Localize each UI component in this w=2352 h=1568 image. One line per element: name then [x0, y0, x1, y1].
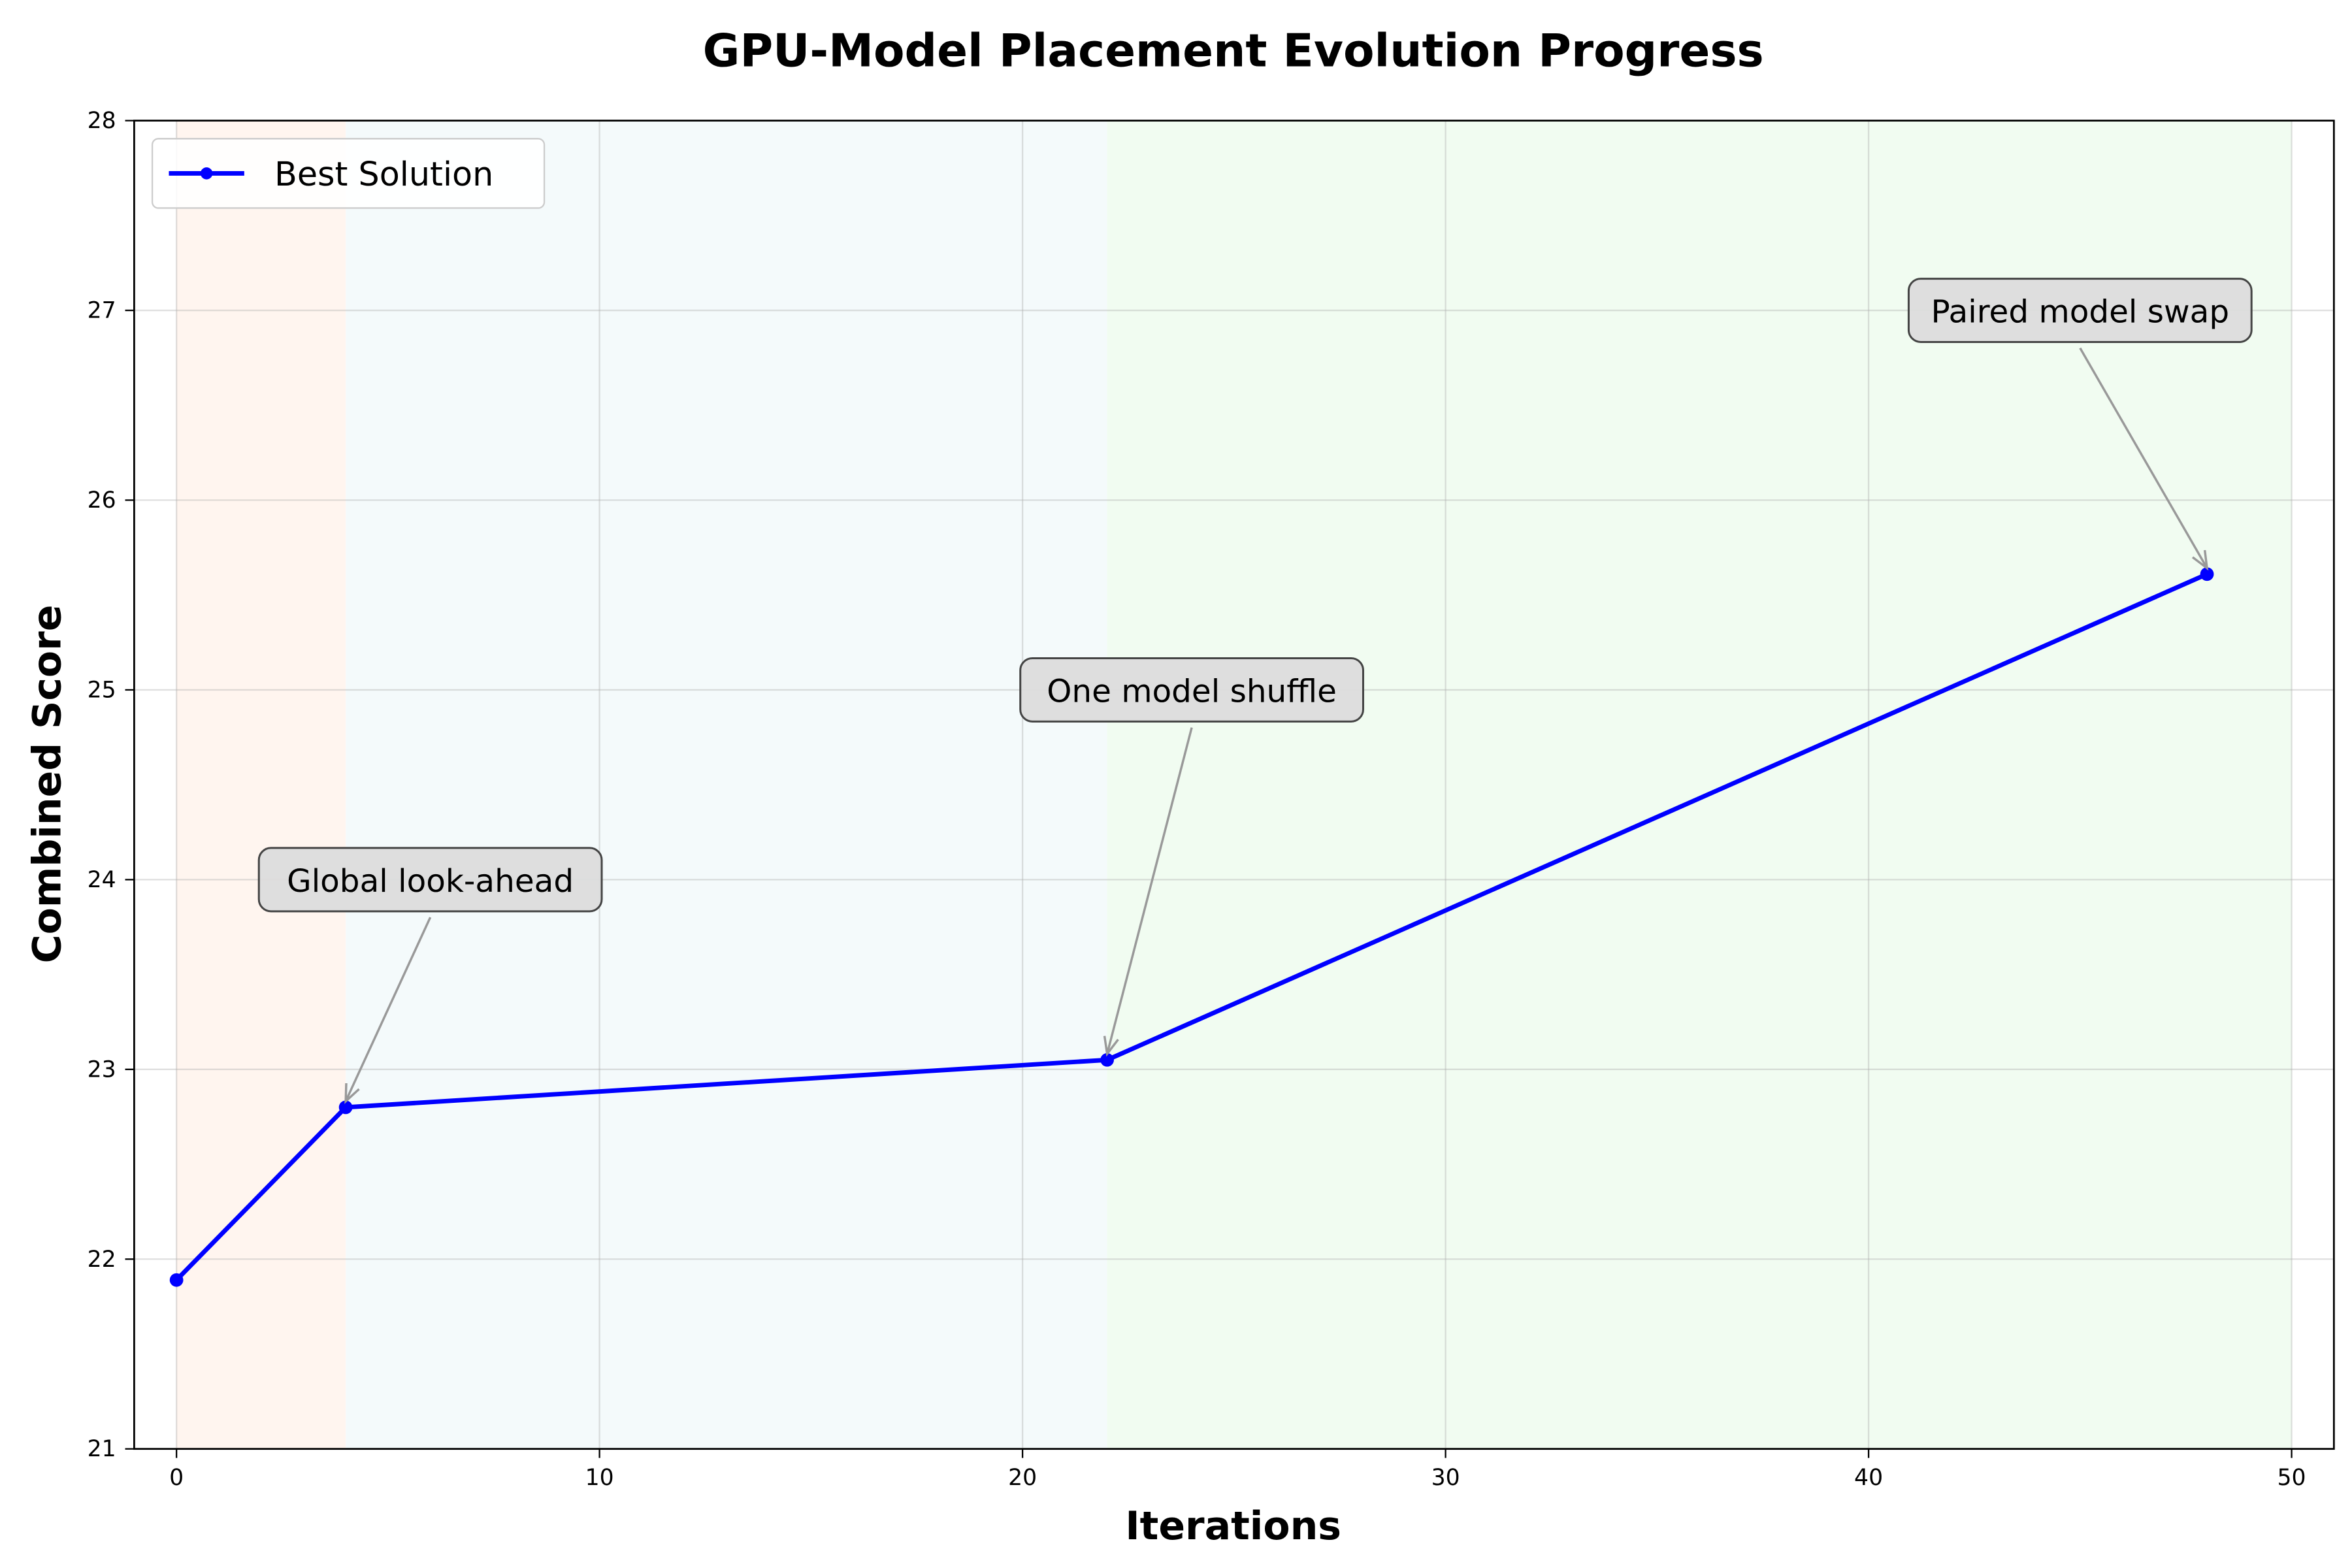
legend-box	[151, 138, 546, 209]
annotation-label: Global look-ahead	[287, 863, 574, 900]
annotation-box	[1019, 657, 1364, 723]
y-tick-label: 28	[88, 108, 116, 134]
data-point	[169, 1273, 184, 1287]
annotation: Global look-ahead	[257, 847, 603, 1104]
annotation-box	[1907, 278, 2253, 344]
annotation-arrow	[344, 917, 432, 1102]
series-line	[174, 572, 2208, 1282]
y-tick-label: 25	[88, 677, 116, 703]
x-axis-label: Iterations	[1125, 1503, 1341, 1549]
y-tick-label: 21	[88, 1436, 116, 1462]
annotation-label: Paired model swap	[1931, 294, 2230, 331]
shaded-region	[346, 120, 1107, 1449]
data-point	[1100, 1053, 1114, 1067]
annotation-arrow	[2079, 347, 2208, 569]
y-axis-label: Combined Score	[24, 605, 70, 964]
y-tick-label: 22	[88, 1247, 116, 1273]
shaded-regions	[176, 120, 2292, 1449]
x-tick-label: 10	[585, 1465, 614, 1491]
arrowhead-icon	[1103, 1036, 1119, 1057]
y-tick-label: 27	[88, 298, 116, 324]
legend: Best Solution	[151, 138, 546, 209]
y-tick-label: 26	[88, 487, 116, 514]
x-tick-label: 30	[1431, 1465, 1460, 1491]
annotation: One model shuffle	[1019, 657, 1364, 1057]
shaded-region	[176, 120, 346, 1449]
y-tick-label: 24	[88, 867, 116, 893]
annotation-label: One model shuffle	[1047, 673, 1337, 710]
x-tick-label: 40	[1854, 1465, 1883, 1491]
annotation-arrow	[1105, 727, 1193, 1054]
legend-marker	[200, 167, 213, 180]
y-tick-label: 23	[88, 1056, 116, 1083]
x-tick-label: 20	[1008, 1465, 1037, 1491]
annotation: Paired model swap	[1907, 278, 2253, 571]
annotations: Global look-ahead One model shuffle Paired…	[257, 278, 2253, 1104]
annotation-box	[257, 847, 603, 913]
arrowhead-icon	[2191, 549, 2209, 571]
x-tick-label: 50	[2278, 1465, 2306, 1491]
plot-frame	[133, 120, 2335, 1450]
x-tick-label: 0	[169, 1465, 184, 1491]
data-point	[2200, 567, 2214, 581]
legend-label: Best Solution	[274, 155, 493, 193]
arrowhead-icon	[344, 1083, 360, 1104]
data-point	[338, 1100, 353, 1115]
ticks: 0 10 20 30 40 50 21 22 23 24 25 26 27 28	[88, 108, 2306, 1491]
chart-title: GPU-Model Placement Evolution Progress	[703, 25, 1764, 78]
series-lines	[169, 567, 2214, 1287]
